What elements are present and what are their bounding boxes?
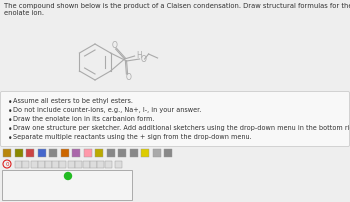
Bar — [2, 148, 187, 159]
Text: •: • — [8, 134, 13, 143]
Text: •: • — [8, 116, 13, 125]
Bar — [95, 149, 103, 157]
Bar — [37, 149, 46, 157]
Bar — [49, 149, 57, 157]
Bar — [14, 149, 22, 157]
Text: The compound shown below is the product of a Claisen condensation. Draw structur: The compound shown below is the product … — [4, 3, 350, 9]
Bar — [84, 149, 91, 157]
Bar — [26, 149, 34, 157]
Bar — [164, 149, 172, 157]
Bar — [2, 159, 187, 170]
Bar — [52, 161, 59, 168]
Bar — [45, 161, 52, 168]
Bar — [75, 161, 82, 168]
Bar — [68, 161, 75, 168]
Circle shape — [64, 173, 71, 180]
Bar — [59, 161, 66, 168]
Text: 0: 0 — [5, 162, 9, 166]
Bar — [31, 161, 38, 168]
Bar — [97, 161, 104, 168]
Bar — [115, 161, 122, 168]
Text: Do not include counter-ions, e.g., Na+, I-, in your answer.: Do not include counter-ions, e.g., Na+, … — [13, 107, 201, 113]
Text: O: O — [141, 56, 146, 64]
Text: enolate ion.: enolate ion. — [4, 10, 44, 16]
Bar — [106, 149, 114, 157]
Bar — [61, 149, 69, 157]
Bar — [130, 149, 138, 157]
Bar — [118, 149, 126, 157]
Bar — [38, 161, 45, 168]
Bar — [22, 161, 29, 168]
Bar — [153, 149, 161, 157]
Bar — [72, 149, 80, 157]
Text: •: • — [8, 107, 13, 116]
Bar — [15, 161, 22, 168]
Text: O: O — [112, 40, 118, 49]
Text: •: • — [8, 125, 13, 134]
Text: O: O — [126, 74, 132, 82]
Text: •: • — [8, 98, 13, 107]
Text: H: H — [136, 50, 142, 60]
Bar — [2, 170, 132, 200]
Text: Draw the enolate ion in its carbanion form.: Draw the enolate ion in its carbanion fo… — [13, 116, 154, 122]
Text: Draw one structure per sketcher. Add additional sketchers using the drop-down me: Draw one structure per sketcher. Add add… — [13, 125, 350, 131]
Bar — [83, 161, 90, 168]
Bar — [3, 149, 11, 157]
Bar — [90, 161, 97, 168]
Text: Assume all esters to be ethyl esters.: Assume all esters to be ethyl esters. — [13, 98, 133, 104]
Text: Separate multiple reactants using the + sign from the drop-down menu.: Separate multiple reactants using the + … — [13, 134, 252, 140]
Bar — [105, 161, 112, 168]
FancyBboxPatch shape — [0, 92, 350, 146]
Bar — [141, 149, 149, 157]
